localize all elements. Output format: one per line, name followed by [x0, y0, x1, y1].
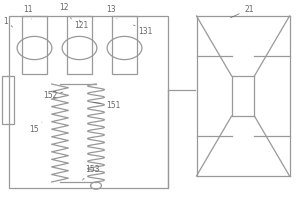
Text: 153: 153: [82, 164, 100, 180]
Text: 151: 151: [93, 100, 121, 110]
Text: 11: 11: [23, 4, 33, 19]
Text: 15: 15: [29, 122, 42, 134]
Text: 13: 13: [106, 4, 117, 19]
Text: 1: 1: [4, 17, 13, 27]
Bar: [67, 16, 92, 74]
Bar: [9, 16, 168, 188]
Text: 121: 121: [74, 20, 89, 29]
Text: 152: 152: [44, 92, 63, 100]
Bar: [22, 16, 47, 74]
Bar: [2, 76, 14, 124]
Text: 12: 12: [59, 3, 71, 19]
Bar: [112, 16, 137, 74]
Text: 21: 21: [230, 4, 254, 18]
Text: 131: 131: [134, 25, 152, 36]
